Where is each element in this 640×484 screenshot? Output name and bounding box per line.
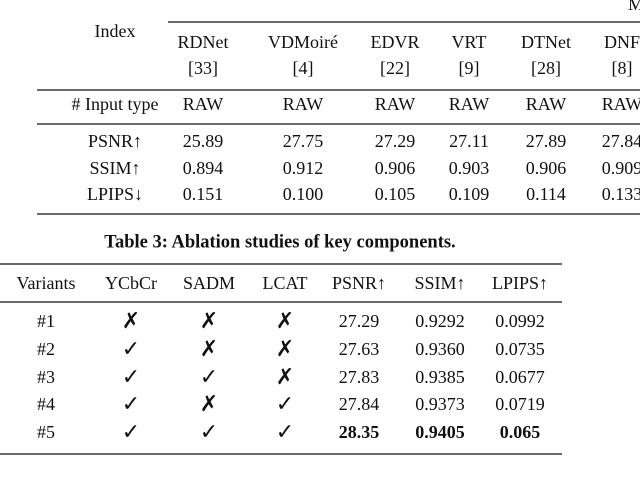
column-ref: [8] xyxy=(612,58,633,78)
cell: RAW xyxy=(183,94,224,114)
cell: 0.065 xyxy=(500,422,541,442)
row-label: #1 xyxy=(37,311,55,331)
cell: ✗ xyxy=(200,308,218,333)
cell: 0.9385 xyxy=(415,367,465,387)
row-label: PSNR↑ xyxy=(88,131,142,151)
cell: 0.9292 xyxy=(415,311,465,331)
cell: RAW xyxy=(283,94,324,114)
row-label: LPIPS↓ xyxy=(87,184,143,204)
cell: ✓ xyxy=(276,419,294,444)
index-header: Index xyxy=(95,21,136,41)
cell: 0.9360 xyxy=(415,339,465,359)
cell: 0.105 xyxy=(375,184,416,204)
cell: ✗ xyxy=(276,308,294,333)
cell: 27.29 xyxy=(339,311,380,331)
column-name: EDVR xyxy=(371,32,420,52)
cell: 27.89 xyxy=(526,131,567,151)
column-name: DTNet xyxy=(521,32,571,52)
cell: 0.906 xyxy=(375,158,416,178)
column-header: Variants xyxy=(17,273,76,293)
column-name: DNF xyxy=(604,32,640,52)
cell: 0.9405 xyxy=(415,422,465,442)
cell: ✗ xyxy=(200,391,218,416)
row-label: # Input type xyxy=(72,94,159,114)
cell: RAW xyxy=(602,94,640,114)
cell: 0.0992 xyxy=(495,311,545,331)
cell: ✓ xyxy=(122,364,140,389)
cell: ✗ xyxy=(200,336,218,361)
cell: 0.114 xyxy=(526,184,566,204)
column-name: VRT xyxy=(452,32,487,52)
row-label: #5 xyxy=(37,422,55,442)
cell: ✓ xyxy=(122,391,140,416)
column-header: YCbCr xyxy=(105,273,157,293)
cell: ✓ xyxy=(276,391,294,416)
cell: ✓ xyxy=(200,419,218,444)
cell: ✗ xyxy=(276,364,294,389)
cell: 27.29 xyxy=(375,131,416,151)
column-header: SADM xyxy=(183,273,235,293)
cell: ✓ xyxy=(122,419,140,444)
cell: 27.63 xyxy=(339,339,380,359)
cell: ✗ xyxy=(276,336,294,361)
column-header: LPIPS↑ xyxy=(492,273,548,293)
column-ref: [22] xyxy=(380,58,410,78)
column-ref: [9] xyxy=(459,58,480,78)
cell: RAW xyxy=(449,94,490,114)
cell: 27.84 xyxy=(339,394,380,414)
cell: 0.903 xyxy=(449,158,490,178)
cell: 25.89 xyxy=(183,131,224,151)
cell: 0.109 xyxy=(449,184,490,204)
column-ref: [33] xyxy=(188,58,218,78)
cell: 0.151 xyxy=(183,184,224,204)
cell: RAW xyxy=(375,94,416,114)
cell: 0.0719 xyxy=(495,394,545,414)
column-ref: [4] xyxy=(293,58,314,78)
cell: 0.912 xyxy=(283,158,324,178)
cell: 0.909 xyxy=(602,158,640,178)
table-caption: Table 3: Ablation studies of key compone… xyxy=(104,232,455,252)
cell: ✗ xyxy=(122,308,140,333)
column-name: RDNet xyxy=(178,32,229,52)
cell: 27.75 xyxy=(283,131,324,151)
cell: 27.84 xyxy=(602,131,640,151)
cell: ✓ xyxy=(122,336,140,361)
column-header: PSNR↑ xyxy=(332,273,386,293)
row-label: SSIM↑ xyxy=(89,158,140,178)
cell: 0.100 xyxy=(283,184,324,204)
column-header: SSIM↑ xyxy=(414,273,465,293)
cell: 0.133 xyxy=(602,184,640,204)
cell: 28.35 xyxy=(339,422,380,442)
cell: ✓ xyxy=(200,364,218,389)
cell: 0.906 xyxy=(526,158,567,178)
column-name: VDMoiré xyxy=(268,32,338,52)
cell: 0.9373 xyxy=(415,394,465,414)
column-ref: [28] xyxy=(531,58,561,78)
row-label: #3 xyxy=(37,367,55,387)
group-header: M xyxy=(628,0,640,14)
row-label: #4 xyxy=(37,394,55,414)
cell: RAW xyxy=(526,94,567,114)
cell: 0.0735 xyxy=(495,339,545,359)
row-label: #2 xyxy=(37,339,55,359)
column-header: LCAT xyxy=(263,273,308,293)
cell: 0.894 xyxy=(183,158,224,178)
cell: 27.11 xyxy=(449,131,489,151)
cell: 27.83 xyxy=(339,367,380,387)
cell: 0.0677 xyxy=(495,367,545,387)
